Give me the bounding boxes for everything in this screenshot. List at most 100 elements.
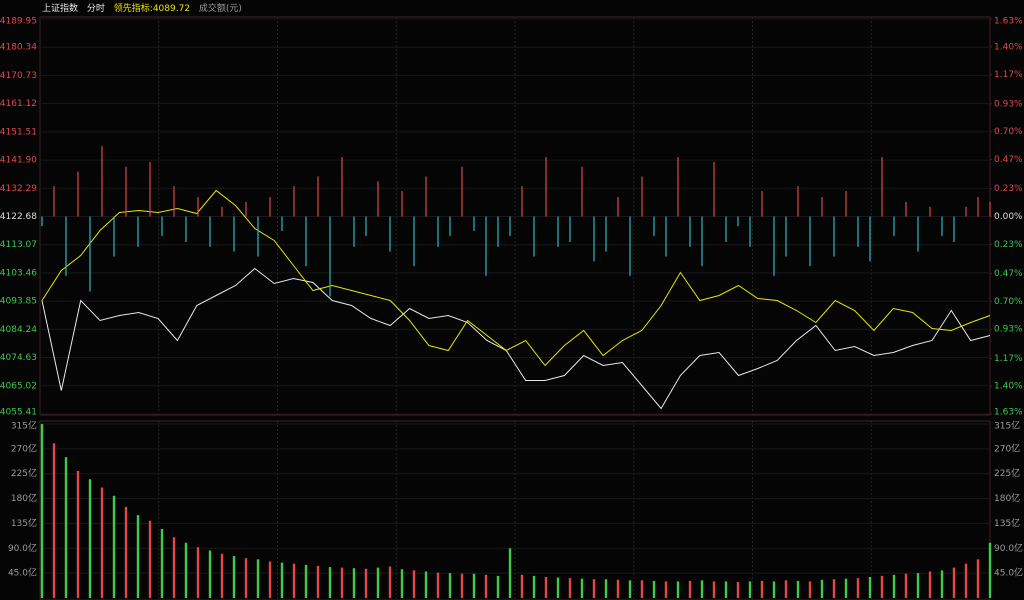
indicator-value: 4089.72 (153, 4, 190, 14)
volume-bar (232, 556, 236, 598)
change-bar (761, 191, 763, 217)
y-tick-label-right: 135亿 (994, 517, 1020, 529)
change-bar (485, 216, 487, 276)
y2-tick-label: 0.70% (994, 127, 1023, 137)
y-tick-label-right: 315亿 (994, 420, 1020, 432)
change-bar (425, 176, 427, 217)
change-bar (893, 216, 895, 236)
volume-bar (544, 577, 548, 598)
header: 上证指数 分时 领先指标:4089.72 成交额(元) (42, 2, 242, 14)
volume-bar (952, 567, 956, 598)
volume-bar (184, 542, 188, 598)
y-tick-label: 135亿 (11, 517, 37, 529)
change-bar (569, 216, 571, 242)
volume-bar (400, 569, 404, 598)
volume-bar (820, 579, 824, 598)
volume-bar (868, 577, 872, 598)
volume-bar (580, 578, 584, 598)
volume-label: 成交额(元) (199, 2, 242, 14)
y-tick-label: 4132.29 (0, 184, 37, 194)
price-line (41, 267, 991, 410)
change-bar (449, 216, 451, 236)
volume-bar (352, 568, 356, 598)
change-bar (905, 201, 907, 217)
change-bar (809, 216, 811, 267)
title: 上证指数 (42, 2, 78, 14)
volume-bar (280, 562, 284, 598)
indicator-label: 领先指标: (114, 2, 153, 14)
change-bar (521, 186, 523, 217)
y-tick-label: 4151.51 (0, 127, 37, 137)
change-bar (953, 216, 955, 242)
y2-tick-label: 1.63% (994, 408, 1023, 418)
y2-tick-label: 0.23% (994, 184, 1023, 194)
change-bar (689, 216, 691, 247)
volume-bar (208, 550, 212, 598)
volume-bar (40, 424, 44, 598)
volume-bar (988, 542, 992, 598)
volume-bar (808, 581, 812, 598)
volume-bar (448, 573, 452, 598)
volume-bar (676, 581, 680, 598)
change-bar (833, 216, 835, 257)
volume-bar (712, 581, 716, 598)
change-bar (941, 216, 943, 236)
y-tick-label: 4113.07 (0, 240, 37, 250)
change-bar (365, 216, 367, 236)
change-bar (389, 216, 391, 252)
volume-bar (136, 515, 140, 598)
volume-bar (148, 520, 152, 598)
change-bar (737, 216, 739, 227)
change-bar (233, 216, 235, 252)
y2-tick-label: 1.63% (994, 17, 1023, 27)
volume-bar (472, 573, 476, 598)
y2-tick-label: 1.17% (994, 354, 1023, 364)
volume-bar (724, 581, 728, 598)
change-bar (353, 216, 355, 247)
change-bar (257, 216, 259, 257)
y2-tick-label: 1.40% (994, 382, 1023, 392)
y-tick-label: 4141.90 (0, 156, 37, 166)
change-bar (377, 181, 379, 217)
change-bar (857, 216, 859, 247)
volume-bar (364, 568, 368, 598)
volume-bar (268, 561, 272, 598)
change-bar (665, 216, 667, 257)
change-bar (161, 216, 163, 236)
y-tick-label: 45.0亿 (8, 567, 37, 579)
change-bar (461, 166, 463, 217)
volume-bar (772, 581, 776, 598)
change-bar (677, 157, 679, 217)
volume-bar (496, 575, 500, 598)
y-tick-label: 180亿 (11, 492, 37, 504)
y2-tick-label: 0.23% (994, 240, 1023, 250)
volume-bar (736, 581, 740, 598)
change-bar (329, 216, 331, 297)
volume-bar (256, 559, 260, 598)
volume-bar (904, 573, 908, 598)
volume-bar (604, 579, 608, 598)
change-bar (533, 216, 535, 257)
volume-bar (340, 567, 344, 598)
change-bar (245, 201, 247, 217)
volume-bar (328, 567, 332, 598)
volume-bar (700, 580, 704, 598)
volume-bar (316, 565, 320, 598)
volume-bar (112, 495, 116, 598)
volume-bar (244, 558, 248, 598)
volume-bar (220, 553, 224, 598)
change-bar (401, 191, 403, 217)
volume-bar (688, 580, 692, 598)
volume-bar (940, 570, 944, 598)
y-tick-label: 225亿 (11, 467, 37, 479)
change-bar (173, 186, 175, 217)
y2-tick-label: 1.40% (994, 42, 1023, 52)
change-bar (785, 216, 787, 257)
volume-bar (568, 578, 572, 598)
mode: 分时 (87, 2, 105, 14)
change-bar (41, 216, 43, 227)
change-bar (749, 216, 751, 247)
change-bar (725, 216, 727, 242)
change-bar (53, 186, 55, 217)
change-bar (209, 216, 211, 247)
